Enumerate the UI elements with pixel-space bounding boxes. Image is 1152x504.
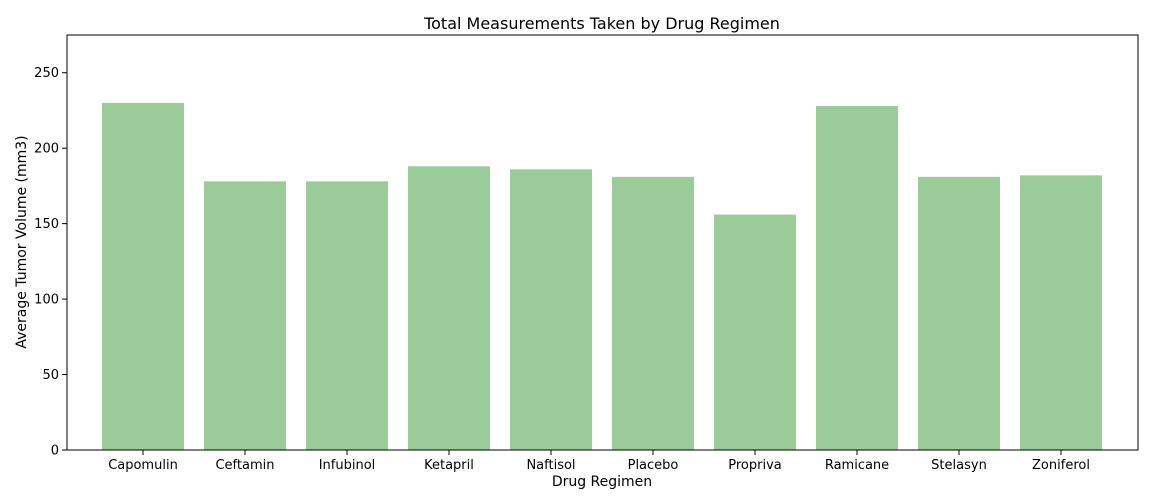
x-tick-label: Infubinol — [319, 458, 376, 473]
x-axis-label: Drug Regimen — [552, 474, 652, 490]
y-tick-label: 0 — [51, 444, 59, 459]
y-tick-label: 200 — [34, 142, 59, 157]
y-axis: 0 50 100 150 200 250 — [34, 66, 67, 459]
y-tick-label: 100 — [34, 293, 59, 308]
x-tick-label: Ramicane — [825, 458, 889, 473]
bar-ketapril — [408, 166, 490, 451]
bar-stelasyn — [918, 176, 1000, 450]
chart-title: Total Measurements Taken by Drug Regimen — [423, 14, 780, 33]
bar-naftisol — [510, 169, 592, 451]
bar-propriva — [714, 214, 796, 450]
bar-ceftamin — [204, 181, 286, 450]
x-tick-label: Capomulin — [108, 458, 178, 473]
bar-infubinol — [306, 181, 388, 450]
plot-frame — [66, 34, 1139, 451]
bar-capomulin — [102, 102, 184, 450]
bar-ramicane — [816, 105, 898, 450]
x-tick-label: Ketapril — [424, 458, 474, 473]
y-tick-label: 250 — [34, 66, 59, 81]
y-tick-label: 150 — [34, 217, 59, 232]
bar-placebo — [612, 176, 694, 450]
x-tick-label: Ceftamin — [215, 458, 274, 473]
x-tick-label: Stelasyn — [931, 458, 987, 473]
bars-group — [102, 102, 1102, 451]
x-axis: Capomulin Ceftamin Infubinol Ketapril Naftis… — [108, 450, 1090, 473]
x-tick-label: Placebo — [628, 458, 679, 473]
y-axis-label: Average Tumor Volume (mm3) — [14, 135, 30, 348]
bar-zoniferol — [1020, 175, 1102, 450]
x-tick-label: Zoniferol — [1032, 458, 1090, 473]
x-tick-label: Naftisol — [526, 458, 575, 473]
x-tick-label: Propriva — [728, 458, 782, 473]
y-tick-label: 50 — [42, 368, 59, 383]
